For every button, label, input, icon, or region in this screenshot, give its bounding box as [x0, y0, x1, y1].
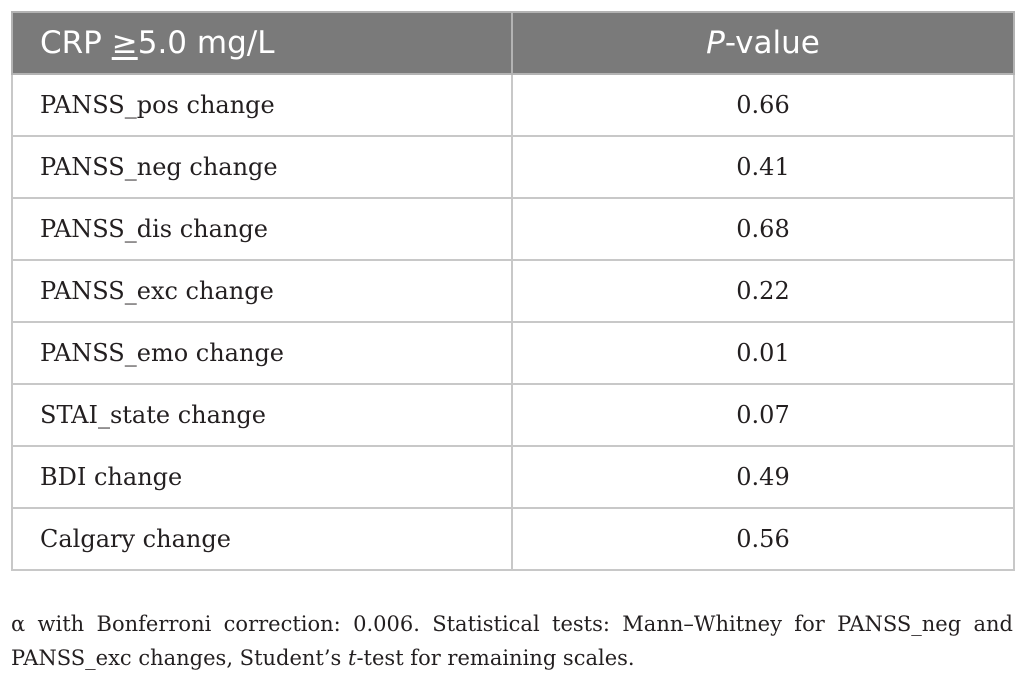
- header-p-rest: -value: [724, 25, 820, 61]
- row-label: BDI change: [11, 445, 513, 509]
- header-p-value: P-value: [511, 11, 1015, 75]
- header-row: CRP ≥5.0 mg/L P-value: [11, 11, 1015, 75]
- header-crp-suffix: 5.0 mg/L: [137, 25, 275, 61]
- row-label: Calgary change: [11, 507, 513, 571]
- table-row: BDI change 0.49: [11, 445, 1015, 509]
- row-p-value: 0.22: [511, 259, 1015, 323]
- row-label: PANSS_emo change: [11, 321, 513, 385]
- table-body: PANSS_pos change 0.66 PANSS_neg change 0…: [11, 73, 1015, 571]
- table-footnote: α with Bonferroni correction: 0.006. Sta…: [11, 607, 1013, 675]
- row-label: PANSS_pos change: [11, 73, 513, 137]
- table-row: PANSS_emo change 0.01: [11, 321, 1015, 385]
- row-label: PANSS_neg change: [11, 135, 513, 199]
- table-header: CRP ≥5.0 mg/L P-value: [11, 11, 1015, 75]
- row-label: STAI_state change: [11, 383, 513, 447]
- row-p-value: 0.49: [511, 445, 1015, 509]
- table-row: PANSS_exc change 0.22: [11, 259, 1015, 323]
- row-p-value: 0.68: [511, 197, 1015, 261]
- table-row: PANSS_dis change 0.68: [11, 197, 1015, 261]
- footnote-text-start: α with Bonferroni correction: 0.006. Sta…: [11, 612, 1013, 670]
- table-row: PANSS_pos change 0.66: [11, 73, 1015, 137]
- footnote-italic-t: t: [348, 646, 357, 670]
- header-crp-threshold: CRP ≥5.0 mg/L: [11, 11, 513, 75]
- header-crp-prefix: CRP: [40, 25, 112, 61]
- table-row: PANSS_neg change 0.41: [11, 135, 1015, 199]
- row-label: PANSS_exc change: [11, 259, 513, 323]
- results-table: CRP ≥5.0 mg/L P-value PANSS_pos change 0…: [11, 11, 1015, 571]
- row-label: PANSS_dis change: [11, 197, 513, 261]
- row-p-value: 0.66: [511, 73, 1015, 137]
- header-crp-geq-symbol: ≥: [111, 25, 138, 61]
- footnote-text-end: -test for remaining scales.: [356, 646, 635, 670]
- row-p-value: 0.01: [511, 321, 1015, 385]
- header-p-italic: P: [706, 25, 725, 61]
- results-table-container: CRP ≥5.0 mg/L P-value PANSS_pos change 0…: [11, 11, 1015, 571]
- row-p-value: 0.07: [511, 383, 1015, 447]
- table-row: Calgary change 0.56: [11, 507, 1015, 571]
- row-p-value: 0.56: [511, 507, 1015, 571]
- table-row: STAI_state change 0.07: [11, 383, 1015, 447]
- row-p-value: 0.41: [511, 135, 1015, 199]
